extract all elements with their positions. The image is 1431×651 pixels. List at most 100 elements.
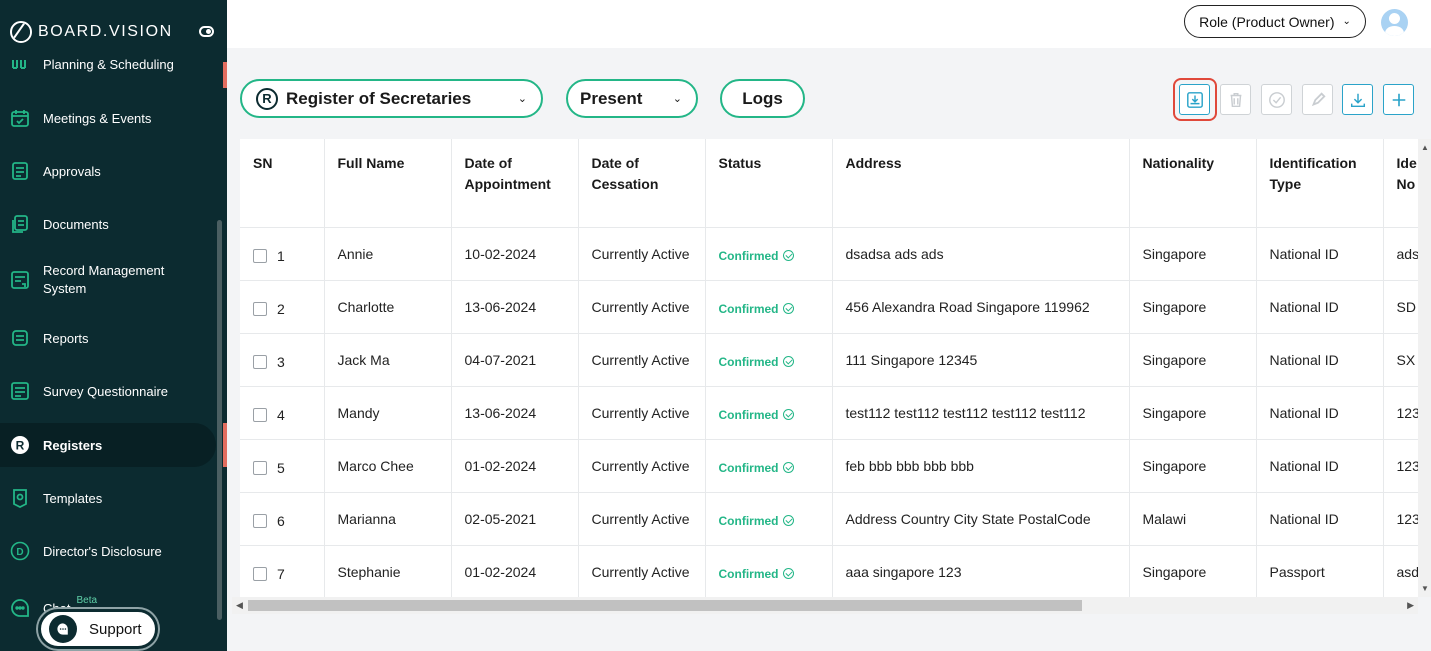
scroll-down-icon[interactable]: ▼ <box>1421 584 1429 593</box>
cell-nationality: Malawi <box>1129 492 1257 546</box>
cell-nationality: Singapore <box>1129 439 1257 493</box>
logs-button[interactable]: Logs <box>720 79 805 118</box>
table-row[interactable]: 3 Jack Ma 04-07-2021 Currently Active Confir… <box>240 333 1418 387</box>
cell-nationality: Singapore <box>1129 545 1257 597</box>
scroll-accent <box>223 62 227 88</box>
column-header-id-type[interactable]: Identification Type <box>1256 139 1384 228</box>
add-button[interactable] <box>1383 84 1414 115</box>
table-row[interactable]: 4 Mandy 13-06-2024 Currently Active Confirme… <box>240 386 1418 440</box>
table-row[interactable]: 1 Annie 10-02-2024 Currently Active Confirme… <box>240 227 1418 281</box>
import-button[interactable] <box>1179 84 1210 115</box>
role-selector[interactable]: Role (Product Owner) ⌄ <box>1184 5 1366 38</box>
user-avatar[interactable] <box>1381 9 1408 36</box>
documents-icon <box>10 214 30 234</box>
sidebar-item-disclosure[interactable]: D Director's Disclosure <box>0 529 216 573</box>
table-horizontal-scrollbar[interactable]: ◀ ▶ <box>232 597 1418 614</box>
sidebar: BOARD.VISION Planning & Scheduling Meeti… <box>0 0 227 651</box>
sidebar-item-label: Record Management System <box>43 263 165 296</box>
support-label: Support <box>89 620 142 638</box>
cell-id-no: 123 <box>1383 439 1418 493</box>
download-button[interactable] <box>1342 84 1373 115</box>
cell-status: Confirmed <box>705 386 833 440</box>
disclosure-icon: D <box>10 541 30 561</box>
cell-nationality: Singapore <box>1129 386 1257 440</box>
row-checkbox[interactable] <box>253 460 267 475</box>
register-table: SN Full Name Date of Appointment Date of… <box>240 139 1418 597</box>
cell-sn: 5 <box>240 439 325 493</box>
table-row[interactable]: 6 Marianna 02-05-2021 Currently Active Confi… <box>240 492 1418 546</box>
role-label: Role (Product Owner) <box>1199 13 1335 30</box>
cell-address: dsadsa ads ads <box>832 227 1130 281</box>
cell-cessation: Currently Active <box>578 492 706 546</box>
column-header-status[interactable]: Status <box>705 139 833 228</box>
sidebar-scrollbar[interactable] <box>217 220 222 620</box>
column-header-id-no[interactable]: Ide No <box>1383 139 1418 228</box>
brand-name: BOARD.VISION <box>38 23 173 40</box>
scroll-left-icon[interactable]: ◀ <box>236 600 243 610</box>
cell-id-no: 123 <box>1383 492 1418 546</box>
logs-label: Logs <box>742 88 783 108</box>
sidebar-item-label: Director's Disclosure <box>43 543 162 559</box>
top-bar: Role (Product Owner) ⌄ <box>227 0 1431 48</box>
table-row[interactable]: 5 Marco Chee 01-02-2024 Currently Active Con… <box>240 439 1418 493</box>
sidebar-item-templates[interactable]: Templates <box>0 476 216 520</box>
scroll-up-icon[interactable]: ▲ <box>1421 143 1429 152</box>
cell-address: Address Country City State PostalCode <box>832 492 1130 546</box>
brand-logo[interactable]: BOARD.VISION <box>10 20 173 44</box>
sn-value: 6 <box>277 512 285 529</box>
register-dropdown[interactable]: R Register of Secretaries ⌄ <box>240 79 543 118</box>
cell-cessation: Currently Active <box>578 545 706 597</box>
sidebar-item-approvals[interactable]: Approvals <box>0 149 216 193</box>
row-checkbox[interactable] <box>253 301 267 316</box>
cell-nationality: Singapore <box>1129 333 1257 387</box>
sn-value: 4 <box>277 406 285 423</box>
table-row[interactable]: 2 Charlotte 13-06-2024 Currently Active Conf… <box>240 280 1418 334</box>
sidebar-item-registers[interactable]: R Registers <box>0 423 216 467</box>
column-header-address[interactable]: Address <box>832 139 1130 228</box>
check-circle-icon <box>782 462 794 473</box>
sidebar-toggle-icon[interactable] <box>199 26 214 37</box>
sidebar-item-meetings[interactable]: Meetings & Events <box>0 96 216 140</box>
svg-text:D: D <box>16 547 23 558</box>
import-icon <box>1186 91 1203 108</box>
row-checkbox[interactable] <box>253 407 267 422</box>
cell-id-no: asd <box>1383 545 1418 597</box>
cell-sn: 6 <box>240 492 325 546</box>
period-dropdown[interactable]: Present ⌄ <box>566 79 698 118</box>
cell-id-type: National ID <box>1256 439 1384 493</box>
cell-cessation: Currently Active <box>578 333 706 387</box>
cell-sn: 7 <box>240 545 325 597</box>
scroll-right-icon[interactable]: ▶ <box>1407 600 1414 610</box>
edit-icon <box>1311 91 1326 106</box>
column-header-sn[interactable]: SN <box>240 139 325 228</box>
delete-icon <box>1230 92 1241 107</box>
row-checkbox[interactable] <box>253 354 267 369</box>
delete-button[interactable] <box>1220 84 1251 115</box>
row-checkbox[interactable] <box>253 513 267 528</box>
check-circle-icon <box>782 409 794 420</box>
column-header-cessation[interactable]: Date of Cessation <box>578 139 706 228</box>
check-circle-icon <box>782 568 794 579</box>
sidebar-item-planning[interactable]: Planning & Scheduling <box>0 42 216 86</box>
logo-mark-icon <box>10 21 32 43</box>
column-header-appointment[interactable]: Date of Appointment <box>451 139 579 228</box>
sn-value: 2 <box>277 300 285 317</box>
survey-icon <box>10 381 30 401</box>
row-checkbox[interactable] <box>253 566 267 581</box>
row-checkbox[interactable] <box>253 248 267 263</box>
sidebar-item-label: Planning & Scheduling <box>43 56 174 72</box>
cell-id-no: SX <box>1383 333 1418 387</box>
sidebar-item-record-management[interactable]: Record Management System <box>0 258 216 302</box>
sidebar-item-survey[interactable]: Survey Questionnaire <box>0 369 216 413</box>
edit-button[interactable] <box>1302 84 1333 115</box>
sidebar-item-reports[interactable]: Reports <box>0 316 216 360</box>
column-header-full-name[interactable]: Full Name <box>324 139 452 228</box>
table-vertical-scrollbar[interactable]: ▲ ▼ <box>1418 139 1431 597</box>
support-button[interactable]: Support <box>38 609 158 649</box>
approve-button[interactable] <box>1261 84 1292 115</box>
column-header-nationality[interactable]: Nationality <box>1129 139 1257 228</box>
table-row[interactable]: 7 Stephanie 01-02-2024 Currently Active Conf… <box>240 545 1418 597</box>
sidebar-item-documents[interactable]: Documents <box>0 202 216 246</box>
cell-appointment: 13-06-2024 <box>451 280 579 334</box>
scrollbar-thumb[interactable] <box>248 600 1082 611</box>
